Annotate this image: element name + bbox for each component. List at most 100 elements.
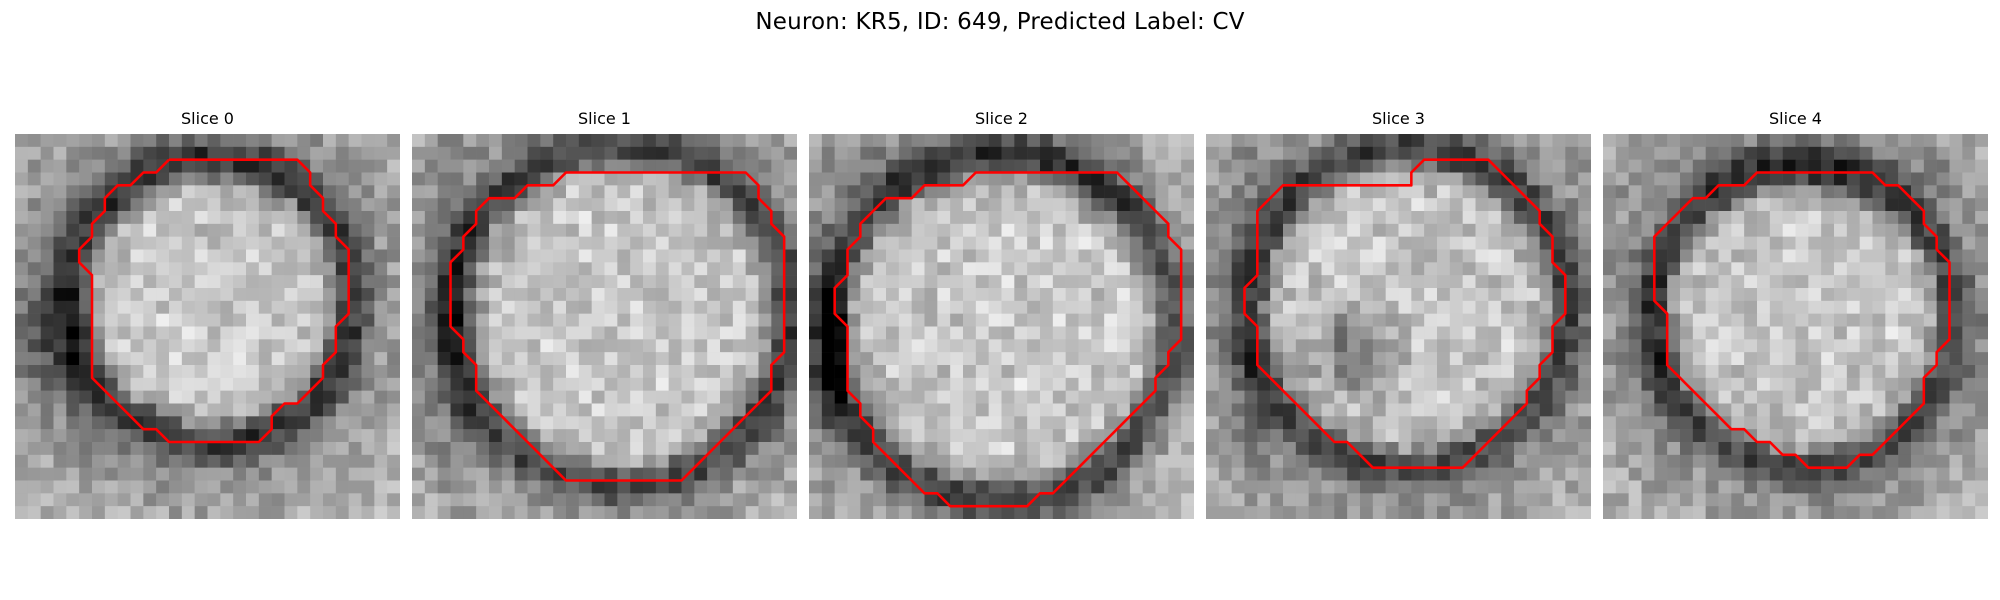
image-pixel	[169, 326, 183, 340]
image-pixel	[15, 454, 29, 468]
image-pixel	[1231, 352, 1245, 366]
image-pixel	[1769, 365, 1783, 379]
image-pixel	[604, 416, 618, 430]
image-pixel	[963, 146, 977, 160]
image-pixel	[1218, 146, 1232, 160]
image-pixel	[1283, 493, 1297, 507]
image-pixel	[1859, 326, 1873, 340]
image-pixel	[1244, 211, 1258, 225]
image-pixel	[1834, 365, 1848, 379]
image-pixel	[361, 236, 375, 250]
image-pixel	[463, 313, 477, 327]
image-pixel	[207, 313, 221, 327]
image-pixel	[437, 377, 451, 391]
image-pixel	[1142, 185, 1156, 199]
image-pixel	[66, 429, 80, 443]
image-pixel	[207, 352, 221, 366]
image-pixel	[1424, 377, 1438, 391]
image-pixel	[1705, 506, 1719, 519]
image-pixel	[732, 365, 746, 379]
image-pixel	[1603, 326, 1617, 340]
image-pixel	[169, 365, 183, 379]
image-pixel	[1475, 236, 1489, 250]
image-pixel	[130, 236, 144, 250]
image-pixel	[1295, 365, 1309, 379]
image-pixel	[1398, 275, 1412, 289]
image-pixel	[553, 211, 567, 225]
image-pixel	[1040, 185, 1054, 199]
image-pixel	[1898, 454, 1912, 468]
image-pixel	[1372, 403, 1386, 417]
image-pixel	[1962, 185, 1976, 199]
image-pixel	[476, 377, 490, 391]
image-pixel	[463, 159, 477, 173]
image-pixel	[412, 377, 426, 391]
image-pixel	[1898, 313, 1912, 327]
image-pixel	[924, 134, 938, 148]
image-pixel	[668, 365, 682, 379]
image-pixel	[92, 288, 106, 302]
image-pixel	[1129, 134, 1143, 148]
image-pixel	[1206, 442, 1220, 456]
image-pixel	[617, 377, 631, 391]
image-pixel	[1040, 416, 1054, 430]
image-pixel	[1347, 262, 1361, 276]
image-pixel	[553, 236, 567, 250]
image-pixel	[284, 454, 298, 468]
image-pixel	[1757, 506, 1771, 519]
image-pixel	[27, 339, 41, 353]
image-pixel	[1565, 429, 1579, 443]
image-pixel	[911, 146, 925, 160]
image-pixel	[1565, 390, 1579, 404]
image-pixel	[1565, 262, 1579, 276]
image-pixel	[130, 365, 144, 379]
image-pixel	[745, 390, 759, 404]
image-pixel	[643, 223, 657, 237]
image-pixel	[489, 326, 503, 340]
image-pixel	[553, 506, 567, 519]
image-pixel	[873, 236, 887, 250]
image-pixel	[40, 493, 54, 507]
image-pixel	[1347, 288, 1361, 302]
image-pixel	[489, 159, 503, 173]
image-pixel	[1744, 275, 1758, 289]
image-pixel	[566, 506, 580, 519]
image-pixel	[643, 275, 657, 289]
image-pixel	[1603, 236, 1617, 250]
image-pixel	[1565, 275, 1579, 289]
image-pixel	[1911, 352, 1925, 366]
image-pixel	[1949, 262, 1963, 276]
image-pixel	[898, 365, 912, 379]
image-pixel	[1231, 467, 1245, 481]
image-pixel	[156, 134, 170, 148]
image-pixel	[233, 326, 247, 340]
image-pixel	[758, 211, 772, 225]
image-pixel	[27, 236, 41, 250]
image-pixel	[1615, 262, 1629, 276]
image-pixel	[950, 467, 964, 481]
image-pixel	[1680, 288, 1694, 302]
image-pixel	[1501, 480, 1515, 494]
image-pixel	[169, 134, 183, 148]
image-pixel	[1501, 326, 1515, 340]
image-pixel	[860, 506, 874, 519]
image-pixel	[630, 352, 644, 366]
image-pixel	[1155, 300, 1169, 314]
image-pixel	[1898, 198, 1912, 212]
image-pixel	[1168, 429, 1182, 443]
image-pixel	[950, 275, 964, 289]
image-pixel	[1834, 390, 1848, 404]
image-pixel	[873, 339, 887, 353]
image-pixel	[169, 146, 183, 160]
image-pixel	[873, 275, 887, 289]
image-pixel	[1437, 442, 1451, 456]
image-pixel	[1936, 288, 1950, 302]
image-pixel	[1078, 134, 1092, 148]
image-pixel	[1065, 454, 1079, 468]
image-pixel	[104, 211, 118, 225]
image-pixel	[720, 377, 734, 391]
image-pixel	[207, 377, 221, 391]
image-pixel	[374, 480, 388, 494]
image-pixel	[1962, 172, 1976, 186]
image-pixel	[988, 454, 1002, 468]
